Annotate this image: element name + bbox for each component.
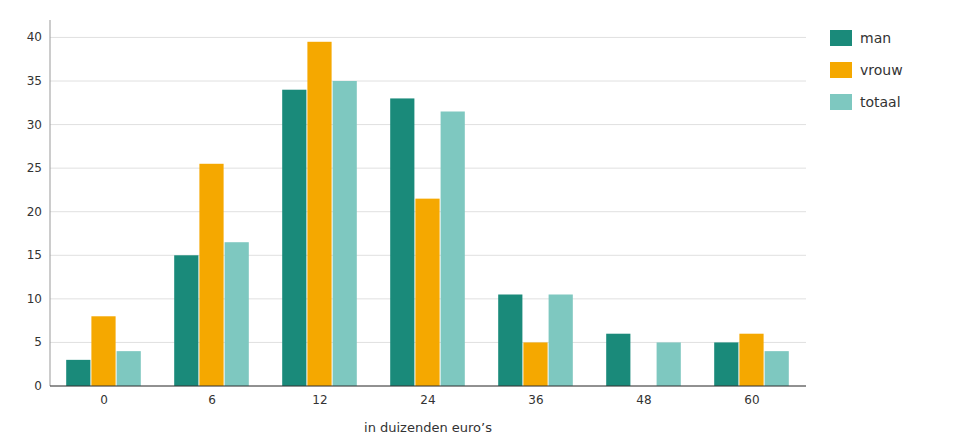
bar <box>282 90 306 386</box>
chart-svg: 0 5 10 15 20 25 30 35 40 0 6 12 24 36 48 60 in duizenden… <box>0 0 956 448</box>
y-tick-label: 35 <box>27 74 42 88</box>
grid-line <box>50 168 806 169</box>
x-tick-label: 12 <box>312 393 327 407</box>
bar <box>498 295 522 387</box>
x-axis-label: in duizenden euro’s <box>364 420 492 435</box>
bar <box>117 351 141 386</box>
y-grid <box>50 37 806 386</box>
y-tick-label: 40 <box>27 30 42 44</box>
x-tick-label: 24 <box>420 393 435 407</box>
x-tick-label: 48 <box>636 393 651 407</box>
bar <box>307 42 331 386</box>
bar <box>415 199 439 386</box>
bar <box>549 295 573 387</box>
x-axis-line <box>50 386 806 387</box>
legend-label: man <box>860 30 891 46</box>
bar <box>606 334 630 386</box>
bar <box>66 360 90 386</box>
y-tick-label: 30 <box>27 118 42 132</box>
grid-line <box>50 81 806 82</box>
bar <box>765 351 789 386</box>
y-tick-label: 15 <box>27 248 42 262</box>
y-tick-label: 25 <box>27 161 42 175</box>
y-tick-label: 20 <box>27 205 42 219</box>
grid-line <box>50 124 806 125</box>
legend-swatch <box>830 30 852 46</box>
bar <box>390 98 414 386</box>
bar <box>714 342 738 386</box>
bars <box>66 42 789 386</box>
bar <box>174 255 198 386</box>
bar <box>739 334 763 386</box>
legend-swatch <box>830 62 852 78</box>
y-tick-label: 5 <box>34 335 42 349</box>
bar <box>91 316 115 386</box>
bar <box>441 112 465 387</box>
x-tick-label: 0 <box>100 393 108 407</box>
legend-swatch <box>830 94 852 110</box>
x-tick-label: 36 <box>528 393 543 407</box>
legend-label: totaal <box>860 94 901 110</box>
bar <box>657 342 681 386</box>
bar <box>225 242 249 386</box>
bar <box>199 164 223 386</box>
x-tick-label: 60 <box>744 393 759 407</box>
grid-line <box>50 386 806 387</box>
y-tick-label: 10 <box>27 292 42 306</box>
y-tick-label: 0 <box>34 379 42 393</box>
bar <box>523 342 547 386</box>
bar <box>333 81 357 386</box>
chart-container: 0 5 10 15 20 25 30 35 40 0 6 12 24 36 48 60 in duizenden… <box>0 0 956 448</box>
legend: man vrouw totaal <box>830 30 903 110</box>
legend-label: vrouw <box>860 62 903 78</box>
grid-line <box>50 37 806 38</box>
x-tick-label: 6 <box>208 393 216 407</box>
y-axis-line <box>50 20 51 386</box>
